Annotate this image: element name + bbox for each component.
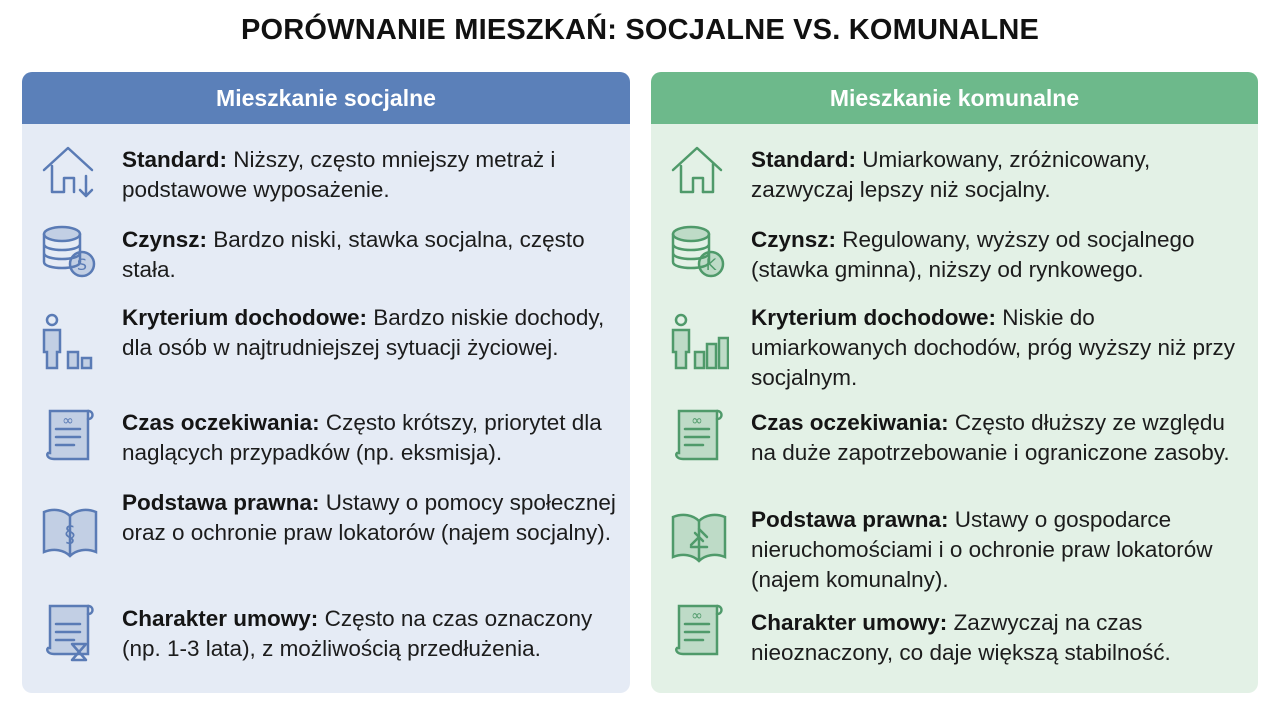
item-text: Bardzo niskie dochody, dla osób w najtru…	[122, 305, 605, 360]
clock-icon: ∞	[669, 407, 727, 469]
page-title: PORÓWNANIE MIESZKAŃ: SOCJALNE VS. KOMUNA…	[240, 14, 1040, 46]
item-description: Standard: Niższy, często mniejszy metraż…	[122, 145, 622, 205]
item-description: Charakter umowy: Zazwyczaj na czas nieoz…	[751, 608, 1250, 668]
item-text: Regulowany, wyższy od socjalnego (stawka…	[751, 227, 1195, 282]
coins-dollar-icon: S	[40, 222, 98, 284]
communal-housing-header: Mieszkanie komunalne	[651, 72, 1258, 124]
svg-text:S: S	[77, 255, 87, 274]
item-label: Podstawa prawna:	[751, 507, 949, 532]
law-book-paragraph-icon: §	[40, 502, 98, 564]
item-description: Kryterium dochodowe: Bardzo niskie docho…	[122, 303, 622, 363]
svg-text:∞: ∞	[691, 413, 703, 429]
item-description: Czas oczekiwania: Często krótszy, priory…	[122, 408, 622, 468]
item-description: Czynsz: Regulowany, wyższy od socjalnego…	[751, 225, 1250, 285]
item-label: Kryterium dochodowe:	[751, 305, 997, 330]
coins-k-icon: K	[669, 222, 727, 284]
item-text: Często dłuższy ze względu na duże zapotr…	[751, 410, 1230, 465]
item-label: Standard:	[122, 147, 228, 172]
item-label: Czas oczekiwania:	[751, 410, 949, 435]
item-text: Ustawy o gospodarce nieruchomościami i o…	[751, 507, 1213, 592]
house-down-arrow-icon	[40, 142, 98, 204]
item-text: Często krótszy, priorytet dla naglących …	[122, 410, 602, 465]
social-housing-header: Mieszkanie socjalne	[22, 72, 630, 124]
item-label: Charakter umowy:	[751, 610, 948, 635]
item-description: Podstawa prawna: Ustawy o pomocy społecz…	[122, 488, 622, 548]
item-description: Kryterium dochodowe: Niskie do umiarkowa…	[751, 303, 1250, 393]
item-description: Podstawa prawna: Ustawy o gospodarce nie…	[751, 505, 1250, 595]
svg-text:∞: ∞	[691, 608, 703, 624]
item-description: Czas oczekiwania: Często dłuższy ze wzgl…	[751, 408, 1250, 468]
person-low-bars-icon	[40, 312, 98, 374]
item-text: Ustawy o pomocy społecznej oraz o ochron…	[122, 490, 616, 545]
svg-text:K: K	[706, 255, 717, 274]
item-text: Bardzo niski, stawka socjalna, często st…	[122, 227, 585, 282]
item-text: Często na czas oznaczony (np. 1-3 lata),…	[122, 606, 593, 661]
law-book-gavel-icon	[669, 507, 727, 569]
item-label: Kryterium dochodowe:	[122, 305, 368, 330]
person-rising-bars-icon	[669, 312, 730, 374]
item-text: Niższy, często mniejszy metraż i podstaw…	[122, 147, 556, 202]
svg-text:∞: ∞	[62, 413, 74, 429]
social-housing-panel: Mieszkanie socjalne Standard: Niższy, cz…	[22, 72, 630, 693]
item-description: Standard: Umiarkowany, zróżnicowany, zaz…	[751, 145, 1250, 205]
item-label: Charakter umowy:	[122, 606, 319, 631]
item-text: Niskie do umiarkowanych dochodów, próg w…	[751, 305, 1235, 390]
item-text: Zazwyczaj na czas nieoznaczony, co daje …	[751, 610, 1171, 665]
item-label: Czynsz:	[751, 227, 837, 252]
contract-infinity-icon: ∞	[669, 602, 727, 664]
item-text: Umiarkowany, zróżnicowany, zazwyczaj lep…	[751, 147, 1151, 202]
house-icon	[669, 142, 727, 204]
item-description: Czynsz: Bardzo niski, stawka socjalna, c…	[122, 225, 622, 285]
item-description: Charakter umowy: Często na czas oznaczon…	[122, 604, 622, 664]
clock-icon: ∞	[40, 407, 98, 469]
communal-housing-panel: Mieszkanie komunalne Standard: Umiarkowa…	[651, 72, 1258, 693]
svg-text:§: §	[65, 523, 76, 548]
item-label: Czynsz:	[122, 227, 208, 252]
item-label: Podstawa prawna:	[122, 490, 320, 515]
contract-hourglass-icon	[40, 602, 98, 664]
item-label: Czas oczekiwania:	[122, 410, 320, 435]
item-label: Standard:	[751, 147, 857, 172]
